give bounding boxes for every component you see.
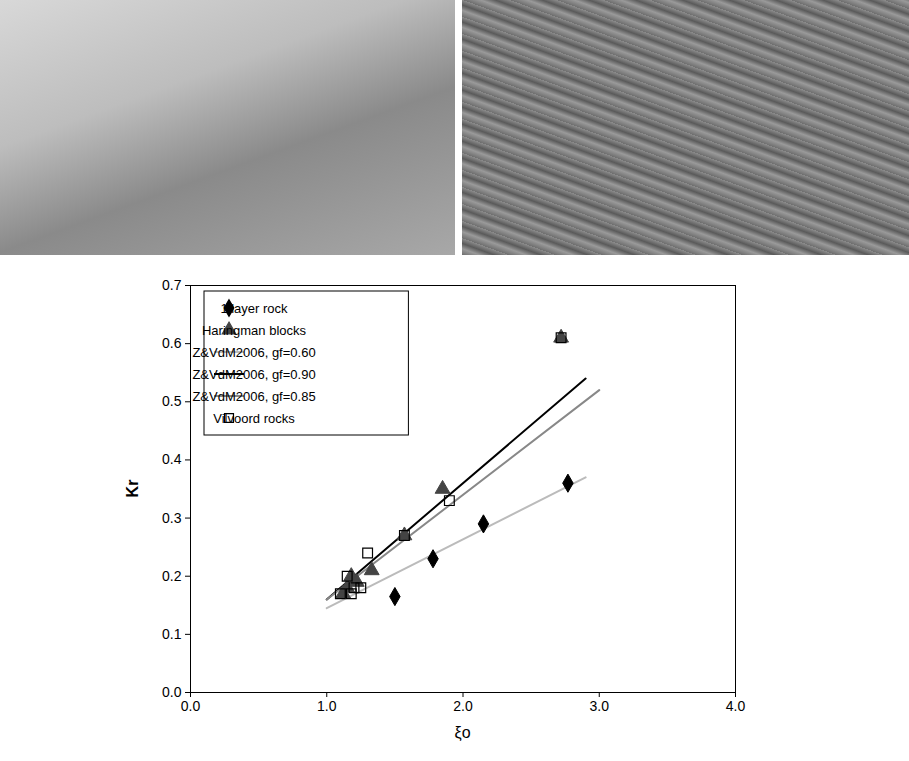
svg-text:0.5: 0.5: [162, 393, 182, 409]
svg-text:1 layer rock: 1 layer rock: [220, 301, 288, 316]
svg-text:Z&VdM2006, gf=0.85: Z&VdM2006, gf=0.85: [192, 389, 315, 404]
svg-text:0.0: 0.0: [181, 698, 201, 714]
svg-text:4.0: 4.0: [726, 698, 746, 714]
svg-text:0.4: 0.4: [162, 451, 182, 467]
svg-text:Haringman blocks: Haringman blocks: [202, 323, 307, 338]
svg-text:ξo: ξo: [454, 724, 470, 742]
svg-text:3.0: 3.0: [590, 698, 610, 714]
svg-text:0.7: 0.7: [162, 277, 182, 293]
svg-text:2.0: 2.0: [453, 698, 473, 714]
svg-text:0.1: 0.1: [162, 626, 182, 642]
svg-text:Z&VdM2006, gf=0.90: Z&VdM2006, gf=0.90: [192, 367, 315, 382]
svg-text:0.6: 0.6: [162, 335, 182, 351]
svg-text:Vilvoord rocks: Vilvoord rocks: [213, 411, 295, 426]
svg-text:0.3: 0.3: [162, 510, 182, 526]
svg-text:0.0: 0.0: [162, 684, 182, 700]
svg-text:1.0: 1.0: [317, 698, 337, 714]
svg-text:0.2: 0.2: [162, 568, 182, 584]
svg-text:Z&VdM2006, gf=0.60: Z&VdM2006, gf=0.60: [192, 345, 315, 360]
svg-text:Kr: Kr: [124, 480, 141, 498]
